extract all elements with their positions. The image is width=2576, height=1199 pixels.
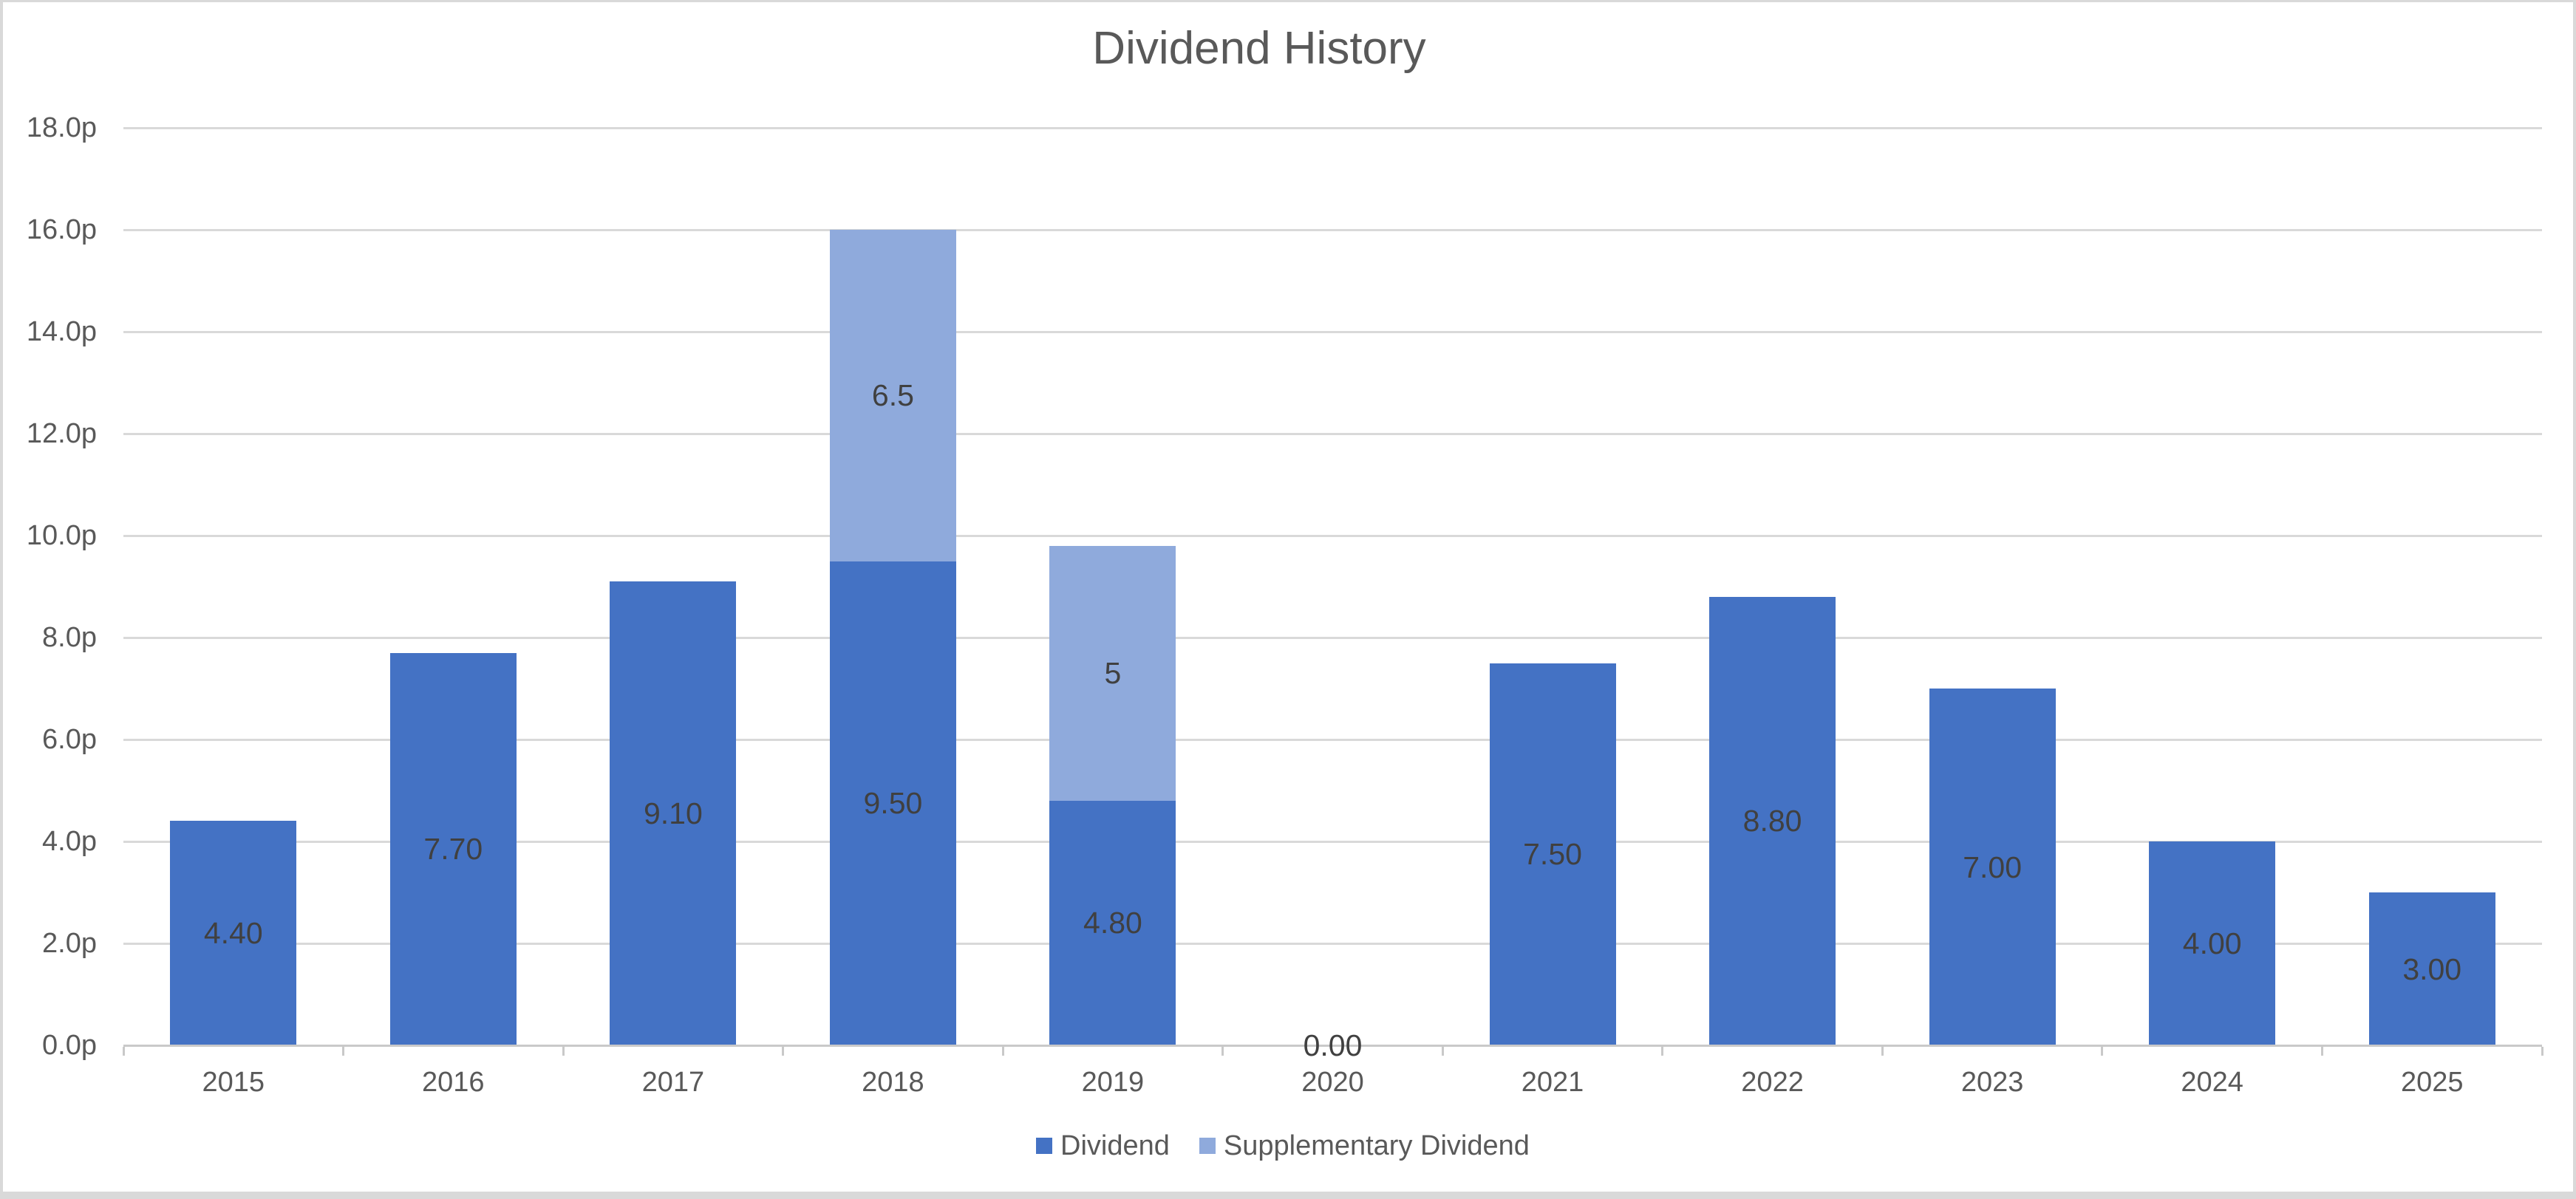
- bar-value-label: 4.40: [203, 916, 263, 951]
- gridline: [123, 228, 2542, 231]
- legend-item-dividend: Dividend: [1036, 1128, 1170, 1164]
- x-axis-line: [123, 1045, 2542, 1047]
- gridline: [123, 330, 2542, 333]
- bar-segment-dividend: [1709, 596, 1836, 1045]
- gridline: [123, 942, 2542, 945]
- gridline: [123, 738, 2542, 741]
- plot-area: 0.0p 2.0p 4.0p 6.0p 8.0p 10.0p 12.0p 14.0p 16.0p…: [3, 2, 2573, 1192]
- x-axis-tick: [1001, 1047, 1004, 1056]
- x-tick-label: 2017: [641, 1067, 705, 1098]
- x-axis-tick: [2320, 1047, 2323, 1056]
- bar-value-label: 3.00: [2402, 952, 2462, 986]
- bar-segment-dividend: [170, 821, 297, 1045]
- x-tick-label: 2016: [422, 1067, 485, 1098]
- bar-value-label: 9.10: [643, 796, 703, 831]
- y-tick-label: 18.0p: [26, 112, 97, 143]
- x-tick-label: 2020: [1301, 1067, 1364, 1098]
- bar-segment-dividend: [1489, 663, 1616, 1045]
- gridline: [123, 432, 2542, 435]
- bar-segment-dividend: [389, 652, 517, 1045]
- bar-segment-supplementary-dividend: [1049, 545, 1176, 801]
- y-tick-label: 10.0p: [26, 520, 97, 551]
- bar-value-label: 7.50: [1523, 837, 1582, 872]
- y-tick-label: 4.0p: [42, 826, 97, 857]
- y-tick-label: 6.0p: [42, 724, 97, 755]
- x-tick-label: 2024: [2181, 1067, 2243, 1098]
- x-axis-tick: [2541, 1047, 2543, 1056]
- bar-value-label: 4.00: [2182, 926, 2242, 960]
- legend-label-supplementary-dividend: Supplementary Dividend: [1223, 1130, 1530, 1161]
- x-tick-label: 2023: [1960, 1067, 2024, 1098]
- bar-value-label: 4.80: [1083, 906, 1142, 940]
- y-tick-label: 0.0p: [42, 1030, 97, 1061]
- y-tick-label: 2.0p: [42, 928, 97, 959]
- legend-label-dividend: Dividend: [1060, 1130, 1170, 1161]
- bar-segment-supplementary-dividend: [829, 230, 956, 561]
- bar-segment-dividend: [610, 581, 737, 1045]
- gridline: [123, 636, 2542, 639]
- gridline: [123, 126, 2542, 129]
- x-tick-label: 2019: [1081, 1067, 1145, 1098]
- bar-value-label: 6.5: [871, 378, 914, 413]
- bar-value-label: 9.50: [863, 786, 923, 821]
- x-tick-label: 2022: [1741, 1067, 1804, 1098]
- x-tick-label: 2018: [862, 1067, 924, 1098]
- bar-segment-dividend: [2368, 892, 2495, 1045]
- gridline: [123, 534, 2542, 537]
- y-tick-label: 12.0p: [26, 418, 97, 449]
- bar-value-label: 8.80: [1742, 804, 1802, 838]
- bar-value-label: 7.70: [423, 832, 483, 867]
- chart-title: Dividend History: [1092, 23, 1426, 74]
- x-axis-tick: [1221, 1047, 1224, 1056]
- x-axis-tick: [2101, 1047, 2104, 1056]
- bar-segment-dividend: [1049, 800, 1176, 1045]
- x-axis-tick: [782, 1047, 785, 1056]
- y-tick-label: 14.0p: [26, 316, 97, 347]
- legend-swatch-supplementary-dividend: [1199, 1138, 1216, 1154]
- bar-value-label: 7.00: [1963, 850, 2023, 884]
- bar-segment-dividend: [829, 561, 956, 1045]
- y-tick-label: 8.0p: [42, 622, 97, 653]
- x-axis-tick: [1881, 1047, 1884, 1056]
- legend-swatch-dividend: [1036, 1138, 1052, 1154]
- bar-value-label: 5: [1104, 656, 1122, 691]
- bar-segment-dividend: [2149, 841, 2276, 1045]
- y-tick-label: 16.0p: [26, 214, 97, 245]
- legend-item-supplementary-dividend: Supplementary Dividend: [1199, 1128, 1530, 1164]
- x-axis-tick: [1661, 1047, 1664, 1056]
- x-axis-tick: [1441, 1047, 1444, 1056]
- bar-segment-dividend: [1929, 689, 2056, 1045]
- gridline: [123, 840, 2542, 843]
- x-tick-label: 2021: [1521, 1067, 1584, 1098]
- x-tick-label: 2025: [2400, 1067, 2464, 1098]
- bar-value-label: 0.00: [1303, 1028, 1363, 1062]
- x-axis-tick: [122, 1047, 125, 1056]
- x-tick-label: 2015: [202, 1067, 265, 1098]
- x-axis-tick: [342, 1047, 345, 1056]
- legend: Dividend Supplementary Dividend: [1036, 1128, 1530, 1164]
- x-axis-tick: [562, 1047, 565, 1056]
